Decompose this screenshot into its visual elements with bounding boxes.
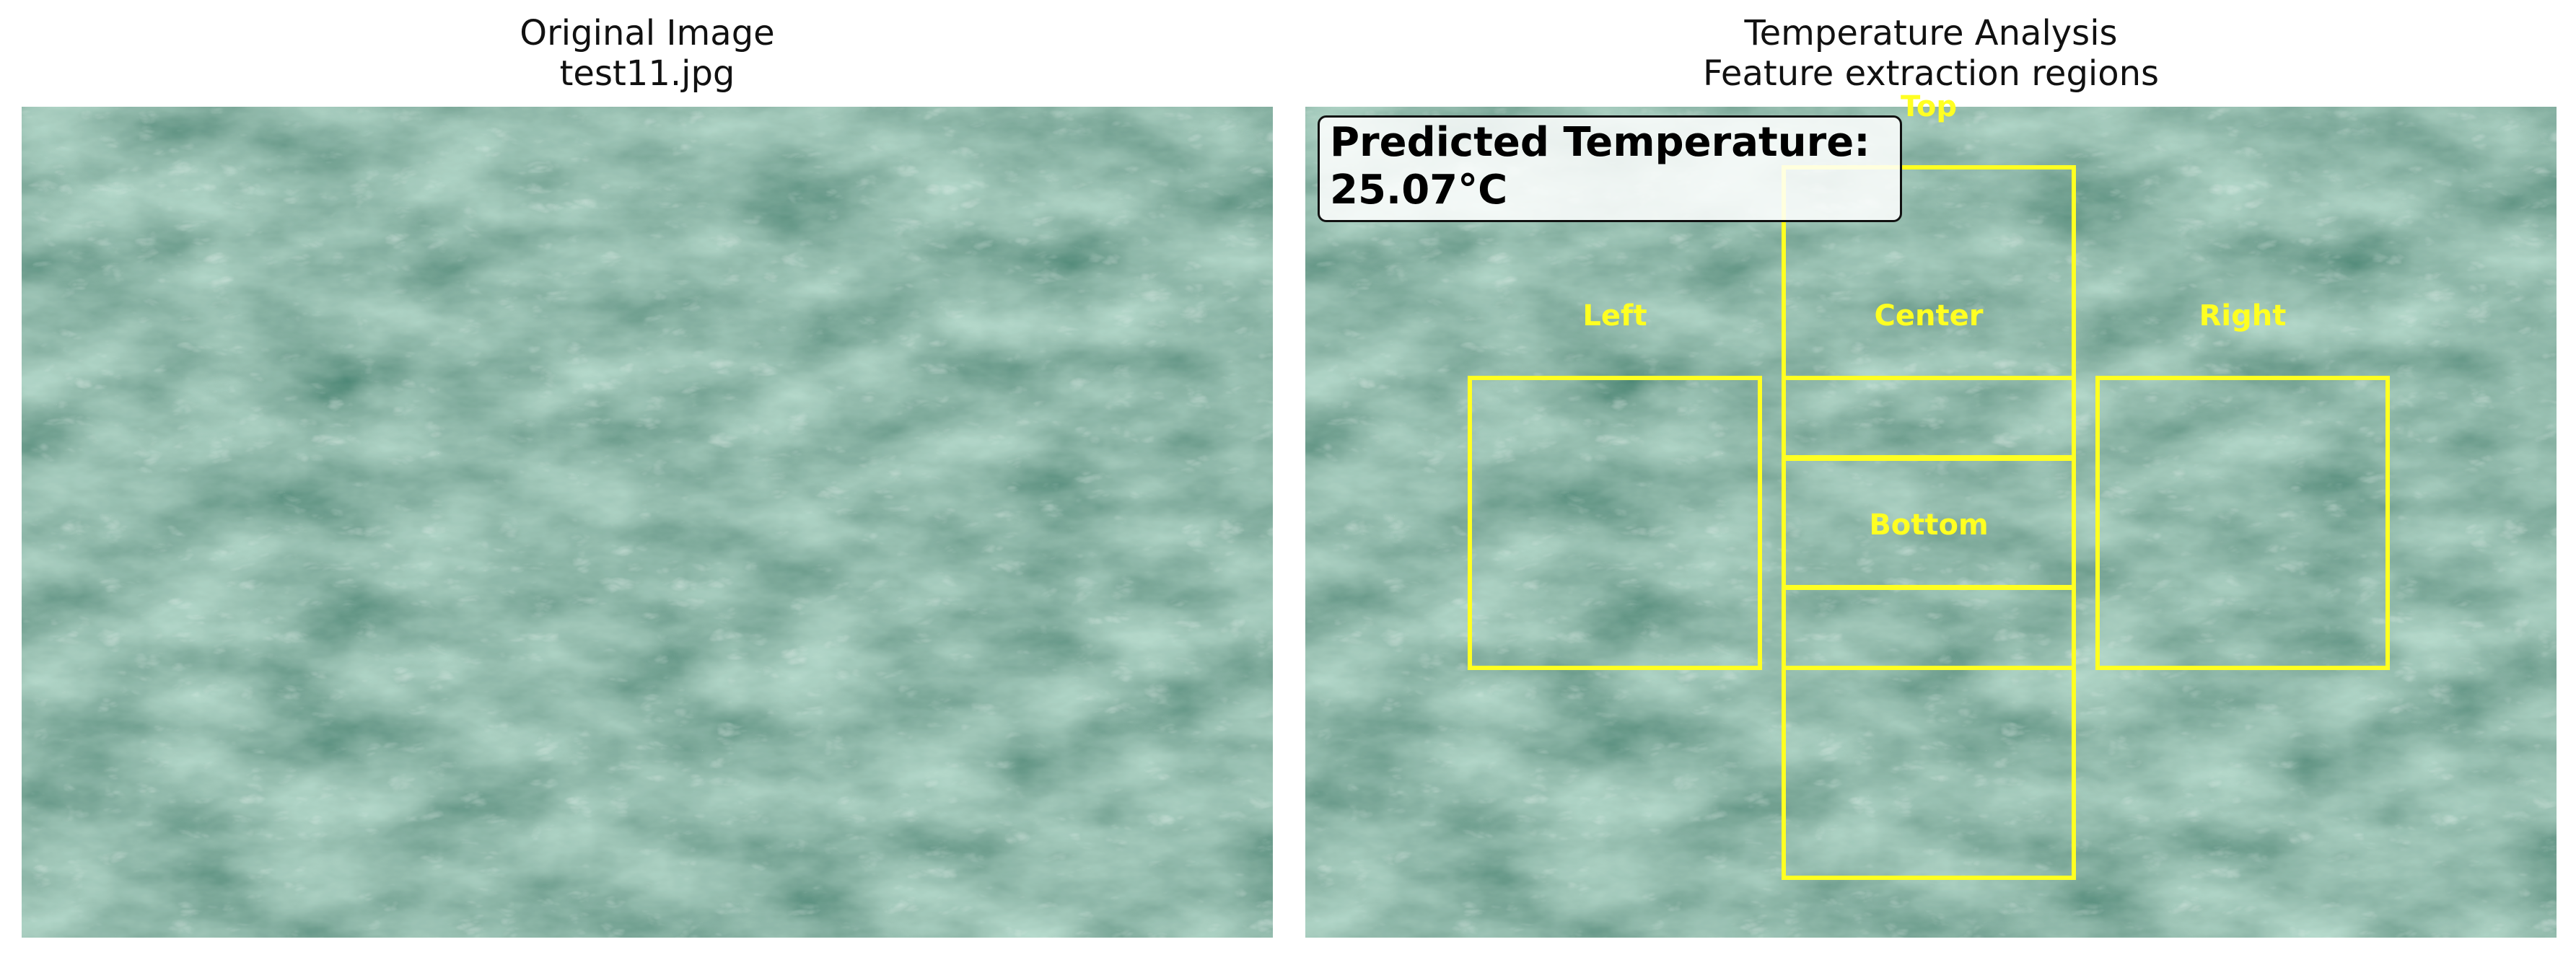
- region-right-box: [2095, 376, 2390, 670]
- region-bottom-box: [1782, 586, 2076, 880]
- original-image: [22, 107, 1273, 938]
- region-bottom-label: Bottom: [1869, 508, 1989, 542]
- left-panel-subtitle: test11.jpg: [559, 53, 735, 94]
- region-top-label: Top: [1900, 90, 1958, 123]
- region-right-label: Right: [2199, 299, 2287, 333]
- left-panel-title-text: Original Image: [520, 13, 775, 53]
- analysis-image: [1305, 107, 2557, 938]
- region-left-label: Left: [1582, 299, 1647, 333]
- water-texture-image: [22, 107, 1273, 938]
- region-center-inner-box: [1782, 457, 2076, 589]
- right-panel-title-text: Temperature Analysis: [1744, 13, 2118, 53]
- water-texture-image-analysis: [1305, 107, 2557, 938]
- prediction-value: 25.07°C: [1330, 167, 1508, 213]
- prediction-label: Predicted Temperature:: [1330, 119, 1870, 166]
- right-panel-subtitle: Feature extraction regions: [1702, 53, 2160, 94]
- prediction-box: Predicted Temperature: 25.07°C: [1318, 115, 1902, 222]
- left-panel-title: Original Image test11.jpg: [22, 13, 1273, 94]
- region-center-label: Center: [1874, 299, 1984, 333]
- right-panel-title: Temperature Analysis Feature extraction …: [1305, 13, 2557, 94]
- region-left-box: [1468, 376, 1762, 670]
